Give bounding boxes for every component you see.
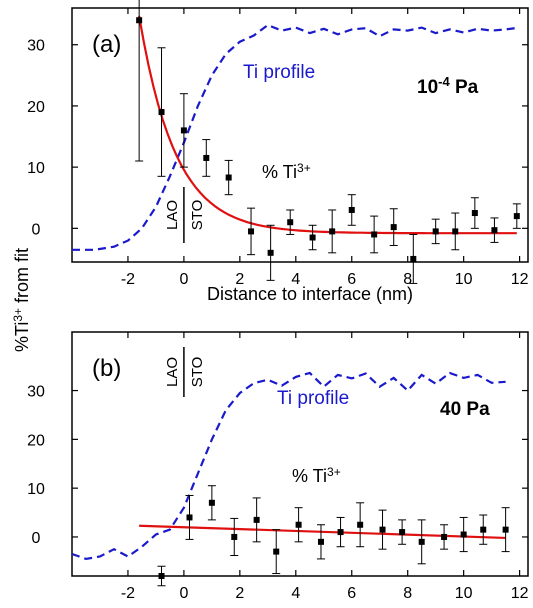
panel-b-data-point bbox=[337, 529, 344, 536]
panel-b-data-point bbox=[399, 529, 406, 536]
panel-b-data-point bbox=[295, 521, 302, 528]
panel-a-x-tick-label: 2 bbox=[235, 271, 244, 288]
panel-b-tag: (b) bbox=[92, 355, 121, 382]
panel-b-y-tick-label: 0 bbox=[32, 530, 41, 547]
panel-b-data-point bbox=[379, 526, 386, 533]
panel-a-data-point bbox=[452, 228, 459, 235]
panel-a-data-point bbox=[287, 219, 294, 226]
panel-a-frame bbox=[71, 7, 529, 263]
panel-b-fit-line bbox=[139, 524, 506, 540]
panel-a-x-axis-label: Distance to interface (nm) bbox=[207, 284, 413, 304]
panel-a-data-point bbox=[471, 210, 478, 217]
panel-a-data-point bbox=[309, 234, 316, 241]
panel-a-data-point bbox=[348, 206, 355, 213]
panel-a-data-point bbox=[329, 228, 336, 235]
panel-b-y-tick-label: 10 bbox=[27, 481, 45, 498]
panel-b: -2 0 2 4 6 8 10 12 0 10 20 30 LAO STO (b) Ti profil… bbox=[27, 331, 529, 602]
panel-a-x-tick-label: 4 bbox=[291, 271, 300, 288]
panel-b-y-tick-label: 30 bbox=[27, 384, 45, 401]
panel-b-x-tick-label: 8 bbox=[403, 585, 412, 602]
panel-a-x-tick-label: -2 bbox=[121, 271, 135, 288]
panel-a-data-point bbox=[432, 228, 439, 235]
panel-a-data-point bbox=[225, 174, 232, 181]
panel-a-ti-profile-line bbox=[72, 23, 520, 251]
panel-b-data-point bbox=[460, 531, 467, 538]
panel-a-x-tick-label: 8 bbox=[403, 271, 412, 288]
panel-a-interface-sto: STO bbox=[189, 200, 206, 231]
panel-a-y-tick-label: 20 bbox=[27, 99, 45, 116]
panel-b-x-tick-label: 0 bbox=[179, 585, 188, 602]
panel-a-x-tick-label: 10 bbox=[455, 271, 473, 288]
panel-a-tag: (a) bbox=[92, 31, 121, 58]
panel-a-data-point bbox=[180, 127, 187, 134]
panel-a-x-tick-label: 12 bbox=[511, 271, 529, 288]
panel-a-data-point bbox=[371, 231, 378, 238]
panel-b-ti-profile-line bbox=[71, 371, 506, 561]
panel-a-data-point bbox=[267, 249, 274, 256]
panel-a-data-point bbox=[513, 213, 520, 220]
panel-b-data-point bbox=[357, 521, 364, 528]
panel-b-data-point bbox=[253, 516, 260, 523]
panel-a-y-tick-label: 30 bbox=[27, 38, 45, 55]
panel-a-data-point bbox=[248, 228, 255, 235]
panel-b-data-point bbox=[502, 526, 509, 533]
panel-b-pressure-label: 40 Pa bbox=[440, 399, 490, 420]
panel-a-x-tick-label: 6 bbox=[347, 271, 356, 288]
panel-b-data-point bbox=[273, 548, 280, 555]
panel-a-y-tick-label: 0 bbox=[32, 221, 41, 238]
panel-b-x-tick-label: 6 bbox=[347, 585, 356, 602]
panel-b-data-point bbox=[317, 538, 324, 545]
panel-a-data-point bbox=[491, 227, 498, 234]
panel-b-data-point bbox=[441, 533, 448, 540]
panel-b-ti-profile-label: Ti profile bbox=[277, 388, 349, 409]
panel-b-x-tick-label: 2 bbox=[235, 585, 244, 602]
panel-b-data-point bbox=[480, 526, 487, 533]
panel-b-data-point bbox=[186, 514, 193, 521]
panel-a-data-point bbox=[136, 17, 143, 24]
panel-a-data-point bbox=[158, 109, 165, 116]
panel-b-data-point bbox=[208, 499, 215, 506]
panel-b-data-point bbox=[231, 533, 238, 540]
panel-a-y-tick-label: 10 bbox=[27, 160, 45, 177]
panel-a-x-tick-label: 0 bbox=[179, 271, 188, 288]
panel-a-data-point bbox=[390, 224, 397, 231]
panel-b-data-point bbox=[418, 538, 425, 545]
panel-a-ti3-label: % Ti3+ bbox=[262, 161, 311, 182]
y-axis-label: %Ti3+ from fit bbox=[11, 248, 32, 352]
panel-b-data-point bbox=[158, 573, 165, 579]
panel-b-frame bbox=[71, 331, 529, 577]
panel-a: -2 0 2 4 6 8 10 12 0 10 20 30 LAO STO (a) Ti profil… bbox=[27, 0, 529, 304]
panel-a-interface-lao: LAO bbox=[164, 200, 181, 230]
panel-b-x-tick-label: 10 bbox=[455, 585, 473, 602]
panel-a-data-point bbox=[203, 154, 210, 161]
panel-a-pressure-label: 10-4 Pa bbox=[417, 74, 479, 98]
panel-b-x-tick-label: 4 bbox=[291, 585, 300, 602]
panel-b-y-tick-label: 20 bbox=[27, 432, 45, 449]
panel-b-ti3-label: % Ti3+ bbox=[292, 465, 341, 486]
panel-b-x-tick-label: -2 bbox=[121, 585, 135, 602]
panel-a-ti-profile-label: Ti profile bbox=[243, 62, 315, 83]
panel-a-data-point bbox=[410, 255, 417, 262]
panel-b-interface-sto: STO bbox=[189, 357, 206, 388]
panel-b-x-tick-label: 12 bbox=[511, 585, 529, 602]
panel-b-interface-lao: LAO bbox=[164, 357, 181, 387]
